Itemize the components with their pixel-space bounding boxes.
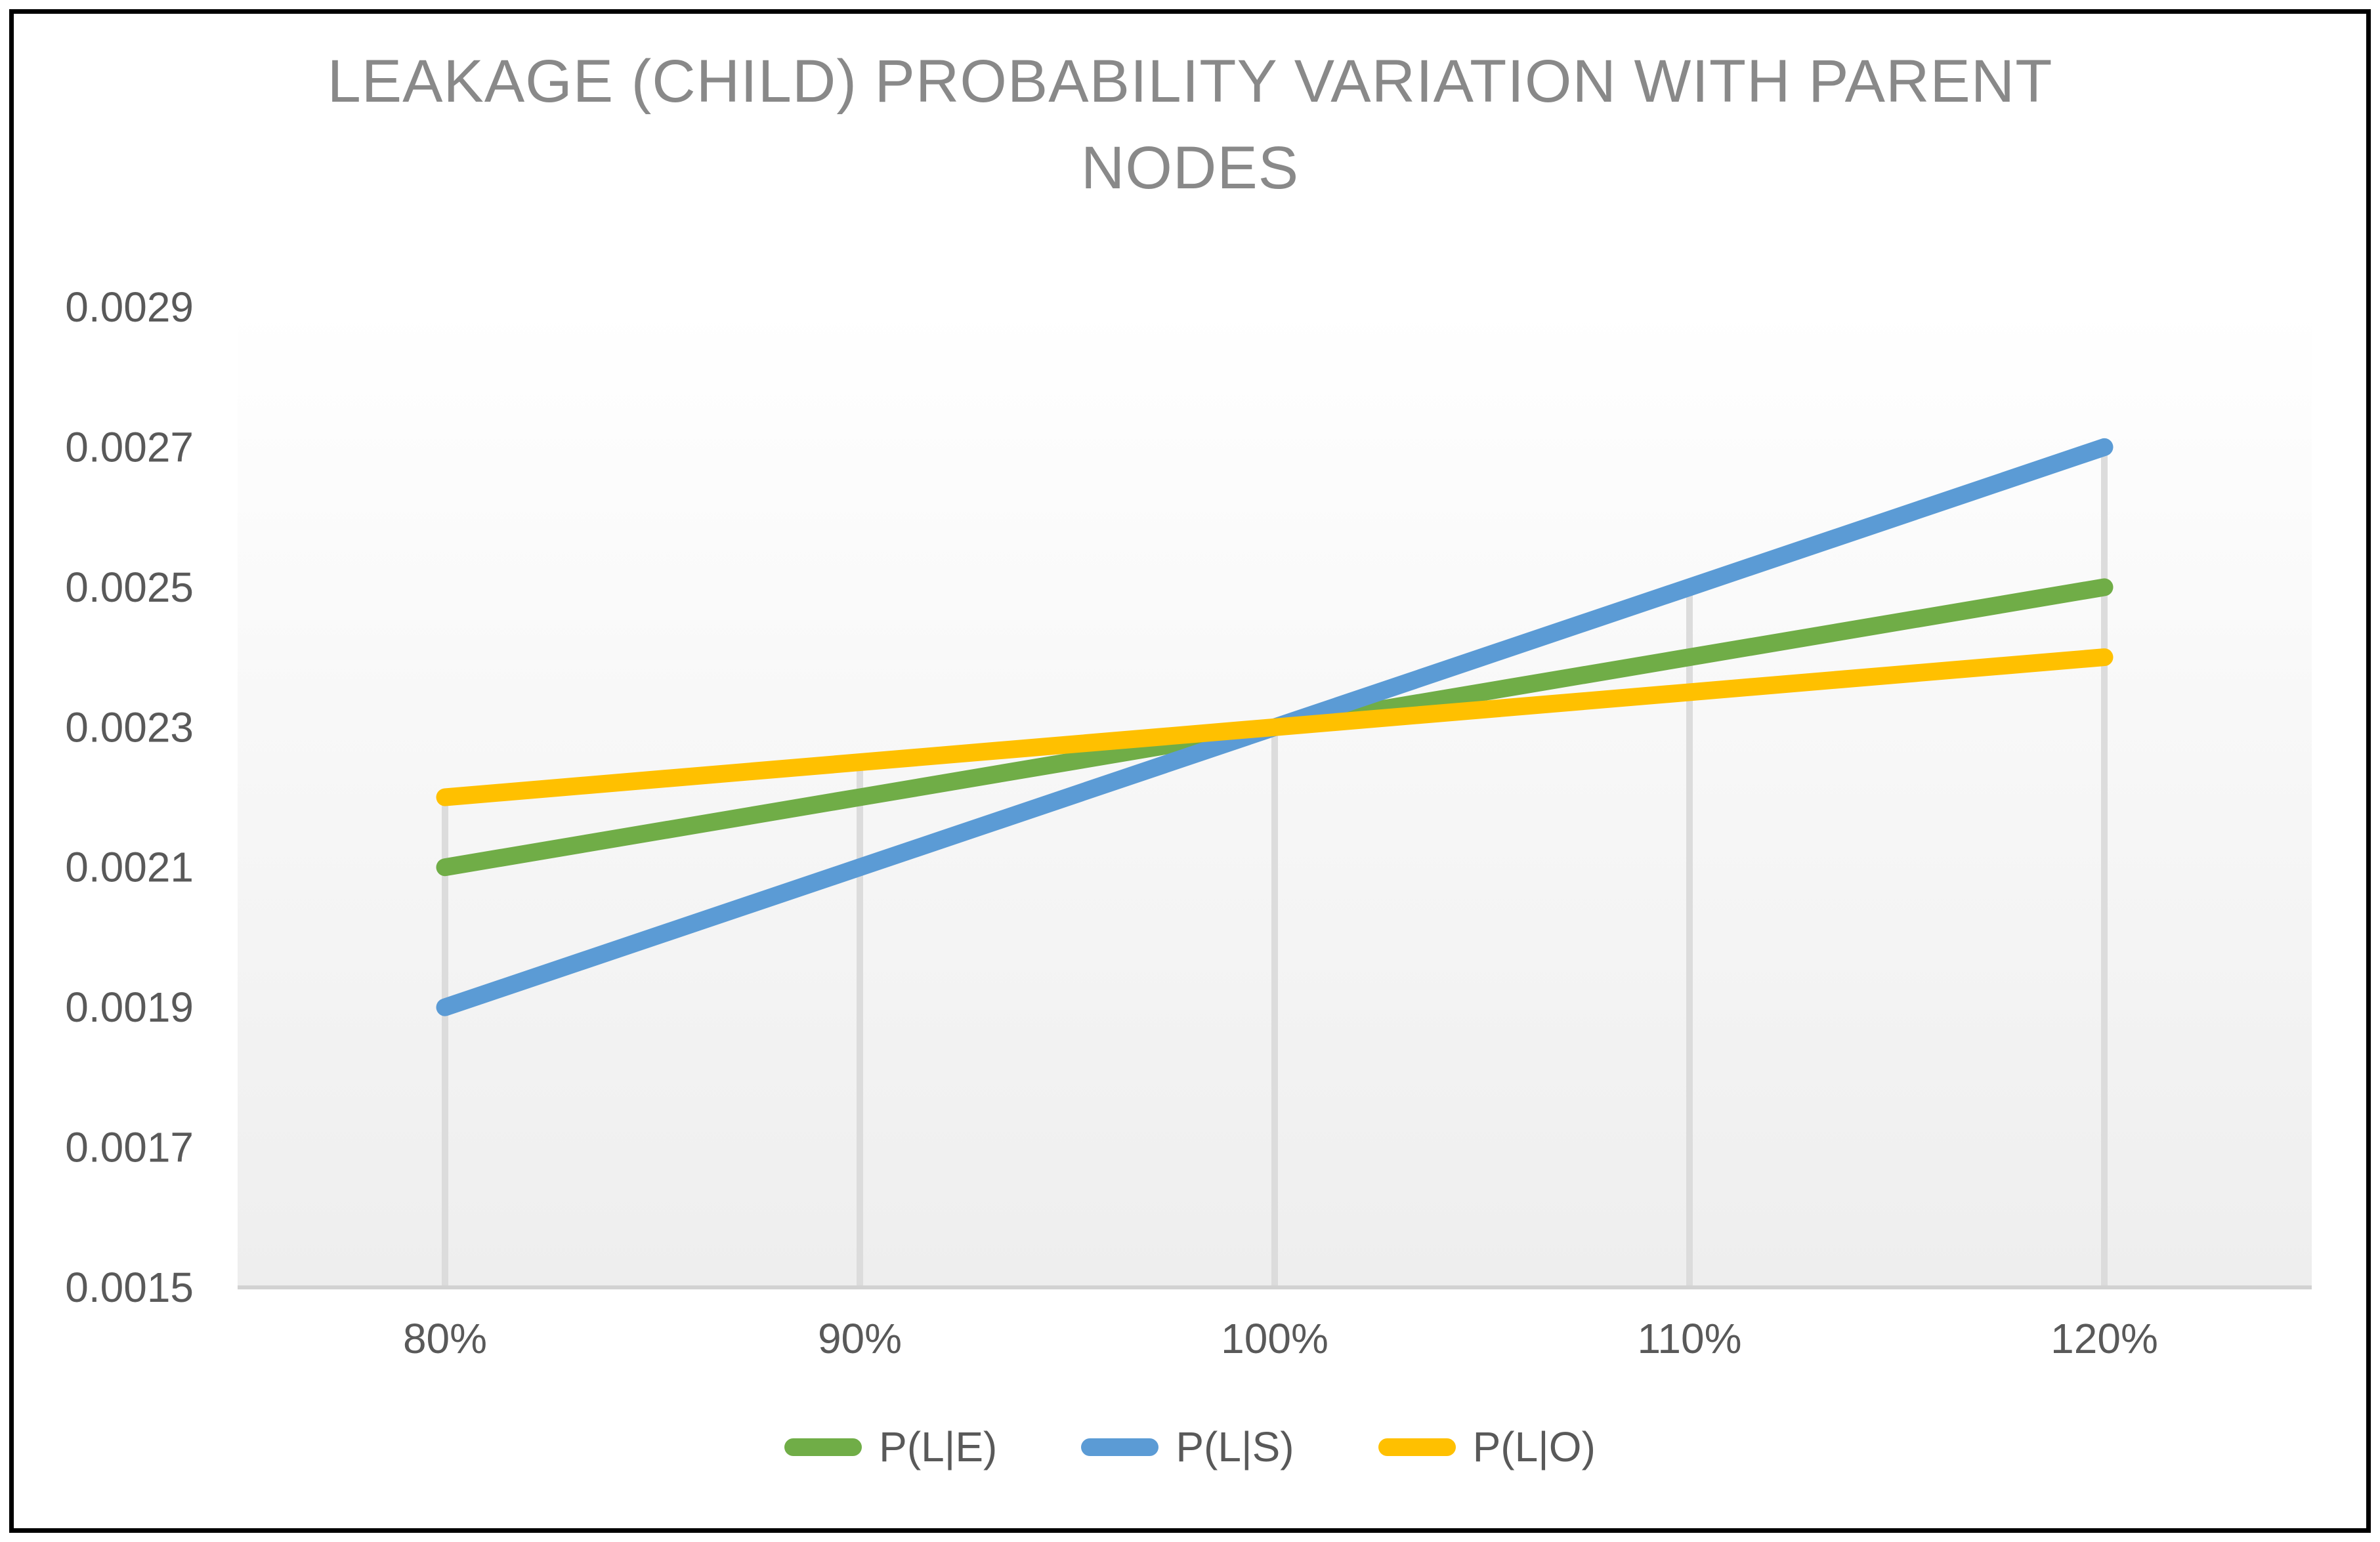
y-axis-tick-label: 0.0023 xyxy=(65,703,194,751)
y-axis-tick-labels: 0.0029 0.0027 0.0025 0.0023 0.0021 0.0019 0.00… xyxy=(65,283,194,1311)
legend-item: P(L|E) xyxy=(784,1423,997,1471)
x-axis-tick-label: 80% xyxy=(403,1315,487,1362)
y-axis-tick-label: 0.0027 xyxy=(65,423,194,470)
y-axis-tick-label: 0.0017 xyxy=(65,1124,194,1171)
legend-swatch xyxy=(784,1438,862,1456)
y-axis-tick-label: 0.0025 xyxy=(65,564,194,611)
x-axis-tick-label: 120% xyxy=(2051,1315,2158,1362)
y-axis-tick-label: 0.0021 xyxy=(65,844,194,891)
legend-item: P(L|O) xyxy=(1378,1423,1596,1471)
series-line xyxy=(436,648,2114,806)
y-axis-tick-label: 0.0019 xyxy=(65,984,194,1031)
chart-legend: P(L|E) P(L|S) P(L|O) xyxy=(0,1423,2380,1471)
x-axis-tick-label: 110% xyxy=(1638,1315,1742,1362)
chart-title: LEAKAGE (CHILD) PROBABILITY VARIATION WI… xyxy=(327,48,2053,201)
x-axis-tick-labels: 80% 90% 100% 110% 120% xyxy=(403,1315,2158,1362)
x-axis-tick-label: 90% xyxy=(818,1315,902,1362)
legend-swatch xyxy=(1378,1438,1456,1456)
series-lines-group xyxy=(436,438,2114,1016)
legend-swatch xyxy=(1081,1438,1159,1456)
legend-item: P(L|S) xyxy=(1081,1423,1294,1471)
legend-label: P(L|E) xyxy=(879,1423,998,1470)
y-axis-tick-label: 0.0015 xyxy=(65,1264,194,1311)
y-axis-tick-label: 0.0029 xyxy=(65,283,194,331)
x-axis-tick-label: 100% xyxy=(1221,1315,1328,1362)
legend-label: P(L|O) xyxy=(1472,1423,1596,1470)
legend-label: P(L|S) xyxy=(1176,1423,1294,1470)
